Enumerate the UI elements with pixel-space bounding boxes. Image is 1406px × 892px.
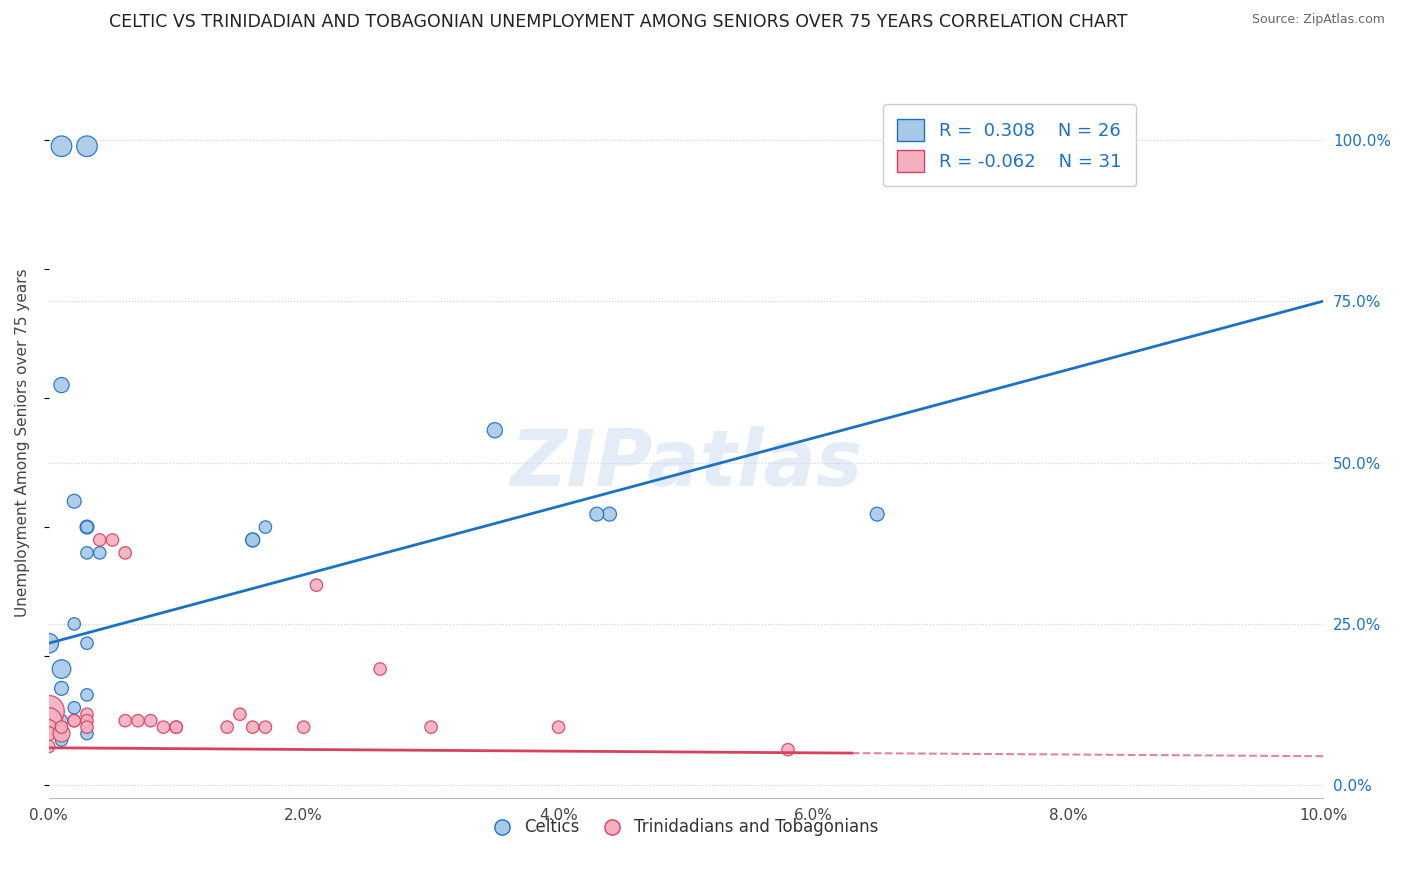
Point [76, 139, 98, 153]
Point [63, 616, 86, 631]
Point [242, 533, 264, 547]
Point [229, 707, 252, 722]
Point [368, 662, 391, 676]
Point [51, 714, 73, 728]
Point [127, 714, 149, 728]
Y-axis label: Unemployment Among Seniors over 75 years: Unemployment Among Seniors over 75 years [15, 268, 30, 617]
Point [776, 743, 799, 757]
Point [484, 423, 506, 437]
Text: ZIPatlas: ZIPatlas [510, 426, 862, 502]
Point [51, 139, 73, 153]
Point [51, 681, 73, 696]
Point [139, 714, 162, 728]
Text: Source: ZipAtlas.com: Source: ZipAtlas.com [1251, 13, 1385, 27]
Point [76, 546, 98, 560]
Point [76, 714, 98, 728]
Point [38, 739, 60, 754]
Point [76, 520, 98, 534]
Point [76, 520, 98, 534]
Point [76, 720, 98, 734]
Point [76, 688, 98, 702]
Point [38, 726, 60, 740]
Point [38, 704, 60, 718]
Point [38, 714, 60, 728]
Point [292, 720, 315, 734]
Text: CELTIC VS TRINIDADIAN AND TOBAGONIAN UNEMPLOYMENT AMONG SENIORS OVER 75 YEARS CO: CELTIC VS TRINIDADIAN AND TOBAGONIAN UNE… [110, 13, 1128, 31]
Point [254, 720, 277, 734]
Point [547, 720, 569, 734]
Point [217, 720, 239, 734]
Point [38, 720, 60, 734]
Point [76, 636, 98, 650]
Point [63, 700, 86, 714]
Point [305, 578, 328, 592]
Point [63, 714, 86, 728]
Point [165, 720, 187, 734]
Point [51, 662, 73, 676]
Point [101, 533, 124, 547]
Point [89, 533, 111, 547]
Point [242, 720, 264, 734]
Point [51, 726, 73, 740]
Legend: Celtics, Trinidadians and Tobagonians: Celtics, Trinidadians and Tobagonians [486, 812, 884, 843]
Point [420, 720, 443, 734]
Point [51, 733, 73, 747]
Point [254, 520, 277, 534]
Point [165, 720, 187, 734]
Point [51, 378, 73, 392]
Point [152, 720, 174, 734]
Point [599, 507, 621, 521]
Point [38, 714, 60, 728]
Point [76, 726, 98, 740]
Point [38, 636, 60, 650]
Point [866, 507, 889, 521]
Point [63, 714, 86, 728]
Point [114, 546, 136, 560]
Point [585, 507, 607, 521]
Point [114, 714, 136, 728]
Point [242, 533, 264, 547]
Point [89, 546, 111, 560]
Point [63, 494, 86, 508]
Point [51, 720, 73, 734]
Point [76, 707, 98, 722]
